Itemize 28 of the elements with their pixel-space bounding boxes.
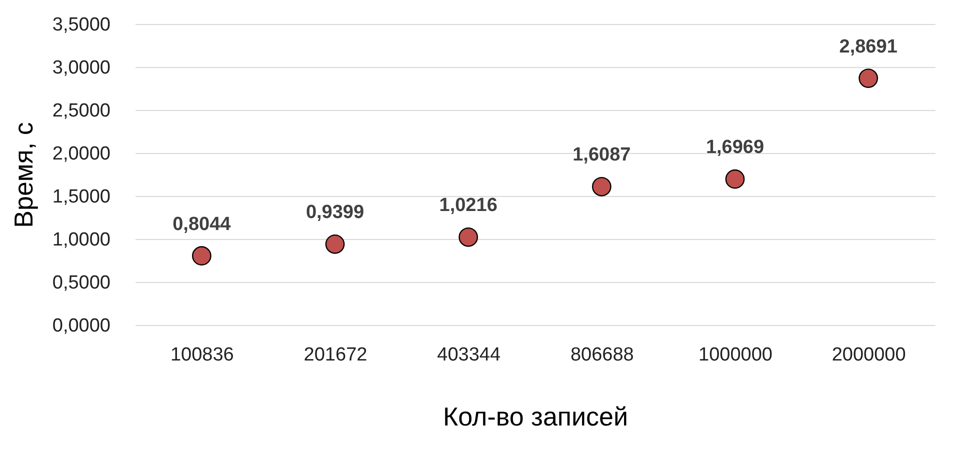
point xyxy=(592,176,612,196)
x-tick-label: 1000000 xyxy=(698,344,772,366)
x-axis-title: Кол-во записей xyxy=(442,402,628,432)
y-tick-label: 1,0000 xyxy=(52,230,110,250)
text: 0,9399 xyxy=(306,202,364,224)
x-tick-label: 806688 xyxy=(570,344,634,366)
text: 1,0216 xyxy=(439,195,498,216)
y-axis-title: Время, с xyxy=(8,122,38,228)
y-tick-label: 2,5000 xyxy=(52,100,110,122)
text: 2,8691 xyxy=(839,36,898,58)
y-tick-label: 2,0000 xyxy=(52,144,110,164)
point xyxy=(192,246,212,266)
y-tick-label: 0,0000 xyxy=(52,316,110,336)
text: 1,6087 xyxy=(572,144,631,166)
point xyxy=(858,68,878,88)
y-tick-label: 3,5000 xyxy=(52,14,110,36)
x-tick-label: 2000000 xyxy=(832,344,906,366)
y-tick-label: 3,0000 xyxy=(52,58,110,78)
text: 0,8044 xyxy=(172,214,231,235)
y-tick-label: 0,5000 xyxy=(52,272,110,294)
x-tick-label: 201672 xyxy=(304,344,368,366)
point xyxy=(725,169,745,189)
text: 1,6969 xyxy=(706,137,764,158)
point xyxy=(325,234,345,254)
y-tick-label: 1,5000 xyxy=(52,186,110,208)
x-tick-label: 403344 xyxy=(437,344,501,366)
x-tick-label: 100836 xyxy=(170,344,234,366)
point xyxy=(458,227,478,247)
